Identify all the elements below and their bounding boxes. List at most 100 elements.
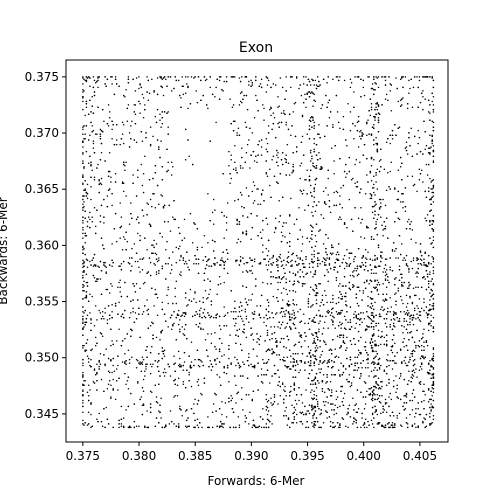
scatter-point xyxy=(172,324,174,327)
scatter-point xyxy=(366,279,368,281)
scatter-point xyxy=(82,237,84,239)
scatter-point xyxy=(85,102,88,105)
scatter-point xyxy=(115,143,118,146)
scatter-point xyxy=(279,281,282,284)
scatter-point xyxy=(357,349,360,352)
scatter-point xyxy=(96,319,98,321)
scatter-point xyxy=(82,229,84,231)
scatter-point xyxy=(149,372,152,375)
scatter-point xyxy=(320,213,322,216)
scatter-point xyxy=(258,140,261,142)
scatter-point xyxy=(115,124,118,126)
scatter-point xyxy=(280,323,283,326)
scatter-point xyxy=(312,205,314,208)
scatter-point xyxy=(319,168,321,170)
scatter-point xyxy=(245,317,248,320)
scatter-point xyxy=(97,265,99,267)
scatter-point xyxy=(108,152,111,154)
scatter-point xyxy=(131,217,133,219)
scatter-point xyxy=(190,76,193,78)
scatter-point xyxy=(193,298,195,300)
scatter-point xyxy=(375,355,377,357)
scatter-point xyxy=(311,404,313,406)
scatter-point xyxy=(301,114,304,117)
scatter-point xyxy=(389,142,391,145)
scatter-point xyxy=(369,341,372,343)
scatter-point xyxy=(408,136,410,139)
scatter-point xyxy=(196,424,199,426)
scatter-point xyxy=(333,160,335,162)
scatter-point xyxy=(84,235,86,237)
scatter-point xyxy=(151,244,153,246)
scatter-point xyxy=(363,346,366,348)
scatter-point xyxy=(362,254,365,257)
scatter-point xyxy=(173,199,175,202)
scatter-point xyxy=(332,321,334,323)
scatter-point xyxy=(175,79,178,82)
scatter-point xyxy=(399,166,402,168)
scatter-point xyxy=(269,339,271,341)
scatter-point xyxy=(119,202,121,204)
scatter-point xyxy=(284,157,286,160)
scatter-point xyxy=(218,361,221,363)
scatter-point xyxy=(314,273,317,276)
scatter-point xyxy=(405,263,408,265)
scatter-point xyxy=(417,407,419,410)
scatter-point xyxy=(330,395,333,397)
scatter-point xyxy=(287,162,290,165)
scatter-point xyxy=(327,388,329,390)
scatter-point xyxy=(285,154,287,156)
scatter-point xyxy=(283,275,285,278)
scatter-point xyxy=(355,403,358,405)
scatter-point xyxy=(422,355,424,357)
scatter-point xyxy=(364,403,367,405)
scatter-point xyxy=(347,102,349,105)
scatter-point xyxy=(341,298,344,300)
scatter-point xyxy=(376,363,379,366)
scatter-point xyxy=(277,266,279,269)
scatter-point xyxy=(361,321,363,323)
scatter-point xyxy=(378,206,381,209)
scatter-point xyxy=(385,217,388,219)
scatter-point xyxy=(320,412,322,415)
scatter-point xyxy=(380,412,382,415)
scatter-point xyxy=(391,249,394,251)
scatter-point xyxy=(432,384,435,387)
scatter-point xyxy=(230,154,232,156)
scatter-point xyxy=(106,288,109,291)
scatter-point xyxy=(184,312,187,314)
scatter-point xyxy=(218,275,221,278)
scatter-point xyxy=(382,299,384,301)
scatter-point xyxy=(392,317,395,320)
scatter-point xyxy=(271,348,273,350)
scatter-point xyxy=(84,349,86,352)
scatter-point xyxy=(295,421,298,424)
scatter-point xyxy=(84,114,86,117)
scatter-point xyxy=(288,215,291,217)
scatter-point xyxy=(237,315,240,318)
scatter-point xyxy=(384,402,387,404)
scatter-point xyxy=(312,266,314,269)
scatter-point xyxy=(265,148,268,151)
scatter-point xyxy=(125,161,127,163)
scatter-point xyxy=(370,157,373,160)
scatter-point xyxy=(300,162,303,165)
scatter-point xyxy=(370,337,373,340)
scatter-point xyxy=(373,76,375,78)
scatter-point xyxy=(284,236,286,238)
scatter-point xyxy=(370,280,373,283)
scatter-point xyxy=(87,395,90,397)
scatter-point xyxy=(369,264,372,266)
scatter-point xyxy=(412,364,415,367)
scatter-point xyxy=(265,405,268,408)
scatter-point xyxy=(314,270,317,272)
scatter-point xyxy=(292,163,294,166)
scatter-point xyxy=(323,391,326,394)
scatter-point xyxy=(399,78,402,80)
scatter-point xyxy=(250,270,252,272)
scatter-point xyxy=(248,321,250,323)
scatter-point xyxy=(422,181,424,183)
scatter-point xyxy=(246,261,249,264)
scatter-point xyxy=(299,257,301,259)
scatter-point xyxy=(267,358,270,361)
